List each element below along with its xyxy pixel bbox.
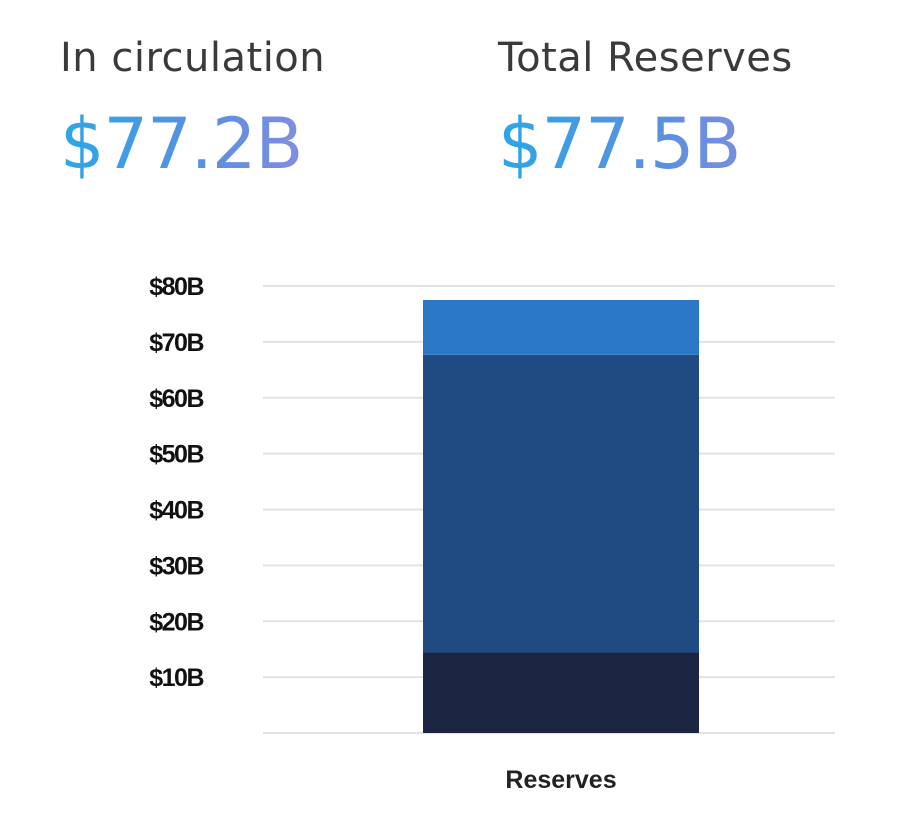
x-category-label: Reserves [505, 766, 616, 794]
y-tick-label: $50B [149, 441, 203, 469]
y-tick-label: $60B [149, 385, 203, 413]
y-tick-label: $30B [149, 552, 203, 580]
total-reserves-value: $77.5B [498, 94, 793, 194]
y-tick-label: $70B [149, 329, 203, 357]
y-tick-label: $40B [149, 497, 203, 525]
stacked-bar [423, 299, 699, 733]
total-reserves-stat: Total Reserves $77.5B [498, 30, 793, 194]
bar-segment-3 [423, 299, 699, 355]
y-tick-label: $20B [149, 608, 203, 636]
in-circulation-value: $77.2B [60, 94, 325, 194]
in-circulation-stat: In circulation $77.2B [60, 30, 325, 194]
bar-segment-2 [423, 354, 699, 653]
y-axis-tick-labels: $10B $20B $30B $40B $50B $60B $70B $80B [149, 273, 205, 692]
x-axis-category-labels: Reserves [505, 766, 616, 794]
bar-segment-1 [423, 652, 699, 733]
y-tick-label: $80B [149, 273, 203, 301]
total-reserves-label: Total Reserves [498, 35, 793, 81]
in-circulation-label: In circulation [60, 35, 326, 81]
y-tick-label: $10B [149, 664, 203, 692]
